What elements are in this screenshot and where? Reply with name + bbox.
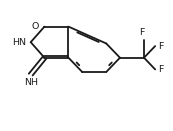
Text: O: O [32, 22, 39, 31]
Text: F: F [140, 28, 145, 37]
Text: F: F [158, 65, 164, 74]
Text: NH: NH [24, 78, 38, 87]
Text: F: F [158, 42, 164, 51]
Text: HN: HN [12, 38, 26, 47]
